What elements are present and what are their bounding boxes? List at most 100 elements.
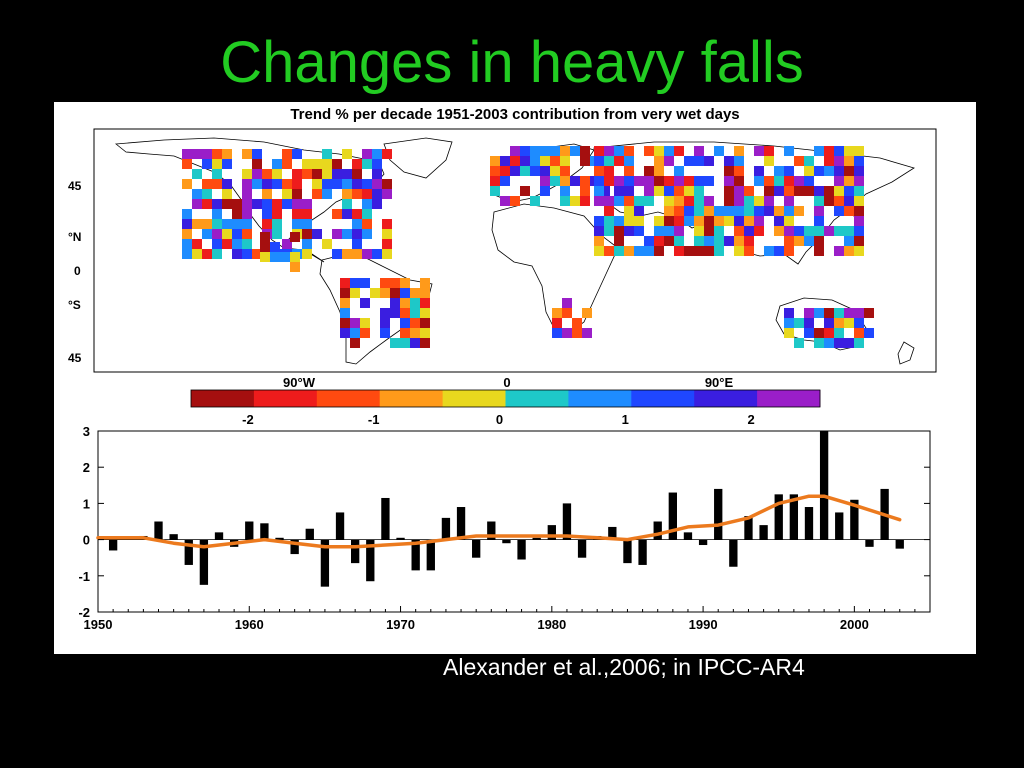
map-cell	[350, 338, 360, 348]
map-cell	[804, 176, 814, 186]
map-cell	[664, 196, 674, 206]
map-cell	[824, 338, 834, 348]
map-cell	[282, 239, 292, 249]
annual-bar	[562, 503, 572, 540]
annual-bar	[835, 512, 844, 540]
map-cell	[634, 176, 644, 186]
colorbar-segment	[191, 390, 255, 407]
map-cell	[382, 239, 392, 249]
map-ytick-0: 0	[74, 264, 81, 278]
map-cell	[202, 229, 212, 239]
map-cell	[420, 278, 430, 288]
map-cell	[774, 226, 784, 236]
map-cell	[684, 186, 694, 196]
map-cell	[654, 176, 664, 186]
map-cell	[382, 249, 392, 259]
map-cell	[252, 249, 262, 259]
map-cell	[844, 308, 854, 318]
map-cell	[382, 219, 392, 229]
map-cell	[292, 209, 302, 219]
map-cell	[594, 226, 604, 236]
map-cell	[212, 229, 222, 239]
map-cell	[580, 146, 590, 156]
map-cell	[854, 176, 864, 186]
map-cell	[624, 196, 634, 206]
map-cell	[704, 246, 714, 256]
map-cell	[182, 219, 192, 229]
map-cell	[814, 216, 824, 226]
map-cell	[530, 146, 540, 156]
map-cell	[744, 186, 754, 196]
y-tick-label: 0	[83, 533, 90, 548]
annual-bar	[668, 492, 677, 540]
map-cell	[570, 146, 580, 156]
map-cell	[724, 206, 734, 216]
map-cell	[212, 219, 222, 229]
map-cell	[410, 328, 420, 338]
map-cell	[550, 146, 560, 156]
map-cell	[380, 278, 390, 288]
map-cell	[854, 308, 864, 318]
map-cell	[242, 239, 252, 249]
map-cell	[490, 176, 500, 186]
map-ytick-45n: 45	[68, 179, 82, 193]
map-cell	[520, 146, 530, 156]
map-cell	[764, 146, 774, 156]
annual-bar	[774, 494, 783, 540]
map-cell	[644, 236, 654, 246]
map-cell	[824, 146, 834, 156]
map-cell	[834, 318, 844, 328]
map-cell	[222, 239, 232, 249]
map-cell	[292, 179, 302, 189]
map-cell	[270, 242, 280, 252]
map-cell	[834, 196, 844, 206]
map-cell	[372, 179, 382, 189]
map-cell	[362, 209, 372, 219]
map-cell	[272, 179, 282, 189]
map-cell	[734, 146, 744, 156]
map-cell	[654, 156, 664, 166]
map-cell	[614, 226, 624, 236]
map-cell	[490, 156, 500, 166]
map-cell	[400, 318, 410, 328]
map-cell	[714, 226, 724, 236]
map-cell	[182, 239, 192, 249]
colorbar-segment	[505, 390, 569, 407]
map-cell	[854, 216, 864, 226]
map-cell	[784, 146, 794, 156]
map-cell	[664, 226, 674, 236]
map-cell	[854, 196, 864, 206]
coast-new-zealand	[897, 341, 915, 365]
map-cell	[784, 176, 794, 186]
map-cell	[834, 146, 844, 156]
map-cell	[814, 206, 824, 216]
map-cell	[380, 318, 390, 328]
map-cell	[372, 169, 382, 179]
map-cell	[222, 229, 232, 239]
map-cell	[814, 166, 824, 176]
map-cell	[624, 156, 634, 166]
map-cell	[734, 206, 744, 216]
map-cell	[674, 176, 684, 186]
map-cell	[242, 149, 252, 159]
map-cell	[262, 179, 272, 189]
map-cell	[312, 229, 322, 239]
map-cell	[232, 229, 242, 239]
map-cell	[674, 236, 684, 246]
map-cell	[644, 176, 654, 186]
map-cell	[594, 216, 604, 226]
map-cell	[362, 189, 372, 199]
map-cell	[844, 318, 854, 328]
map-cell	[704, 176, 714, 186]
map-cell	[684, 216, 694, 226]
map-cell	[342, 179, 352, 189]
map-cell	[192, 199, 202, 209]
map-cell	[332, 209, 342, 219]
map-cell	[242, 249, 252, 259]
map-cell	[410, 298, 420, 308]
map-cell	[754, 206, 764, 216]
map-cell	[322, 169, 332, 179]
annual-bar	[290, 539, 299, 555]
map-cell	[232, 249, 242, 259]
map-cell	[814, 196, 824, 206]
